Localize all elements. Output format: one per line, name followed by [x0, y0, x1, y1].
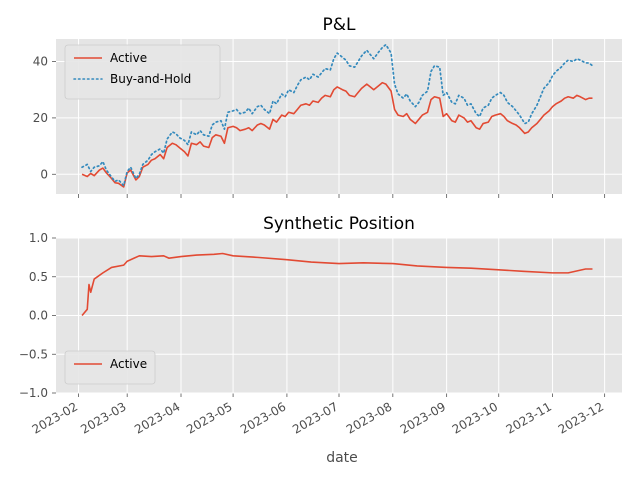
position-legend: Active: [64, 350, 156, 385]
position-y-tick-label: 1.0: [29, 231, 48, 245]
pnl-y-tick-label: 0: [40, 167, 48, 181]
pnl-y-tick-label: 20: [33, 111, 48, 125]
pnl-plot: 0 20 40 P&L Active Buy-and-Hold: [33, 15, 622, 198]
x-tick-label: 2023-08: [344, 399, 394, 436]
x-tick-label: 2023-11: [504, 399, 554, 436]
position-y-tick-label: 0.0: [29, 309, 48, 323]
pnl-y-tick-label: 40: [33, 55, 48, 69]
x-tick-label: 2023-06: [238, 399, 288, 436]
x-tick-label: 2023-04: [132, 399, 182, 436]
pnl-legend-label: Active: [110, 51, 147, 65]
synthetic-position-plot: −1.0 −0.5 0.0 0.5 1.0 Synthetic Position Activ…: [19, 214, 622, 400]
x-tick-label: 2023-12: [556, 399, 606, 436]
x-axis-label: date: [326, 450, 358, 466]
x-tick-label: 2023-05: [184, 399, 234, 436]
position-y-tick-label: −0.5: [19, 347, 48, 361]
pnl-legend-frame: [64, 44, 221, 100]
pnl-legend: Active Buy-and-Hold: [64, 44, 221, 100]
position-title: Synthetic Position: [263, 214, 415, 234]
position-series-active-line: [81, 252, 593, 317]
x-tick-label: 2023-02: [30, 399, 80, 436]
position-legend-frame: [64, 350, 156, 385]
x-tick-label: 2023-10: [450, 399, 500, 436]
x-tick-label: 2023-07: [290, 399, 340, 436]
position-y-tick-label: −1.0: [19, 386, 48, 400]
pnl-series-active-line: [81, 81, 593, 188]
position-legend-label: Active: [110, 357, 147, 371]
pnl-series-buy-and-hold-line: [81, 43, 594, 187]
pnl-legend-label: Buy-and-Hold: [110, 72, 191, 86]
position-y-tick-label: 0.5: [29, 270, 48, 284]
x-tick-label: 2023-09: [398, 399, 448, 436]
x-tick-label: 2023-03: [78, 399, 128, 436]
pnl-title: P&L: [323, 15, 357, 35]
